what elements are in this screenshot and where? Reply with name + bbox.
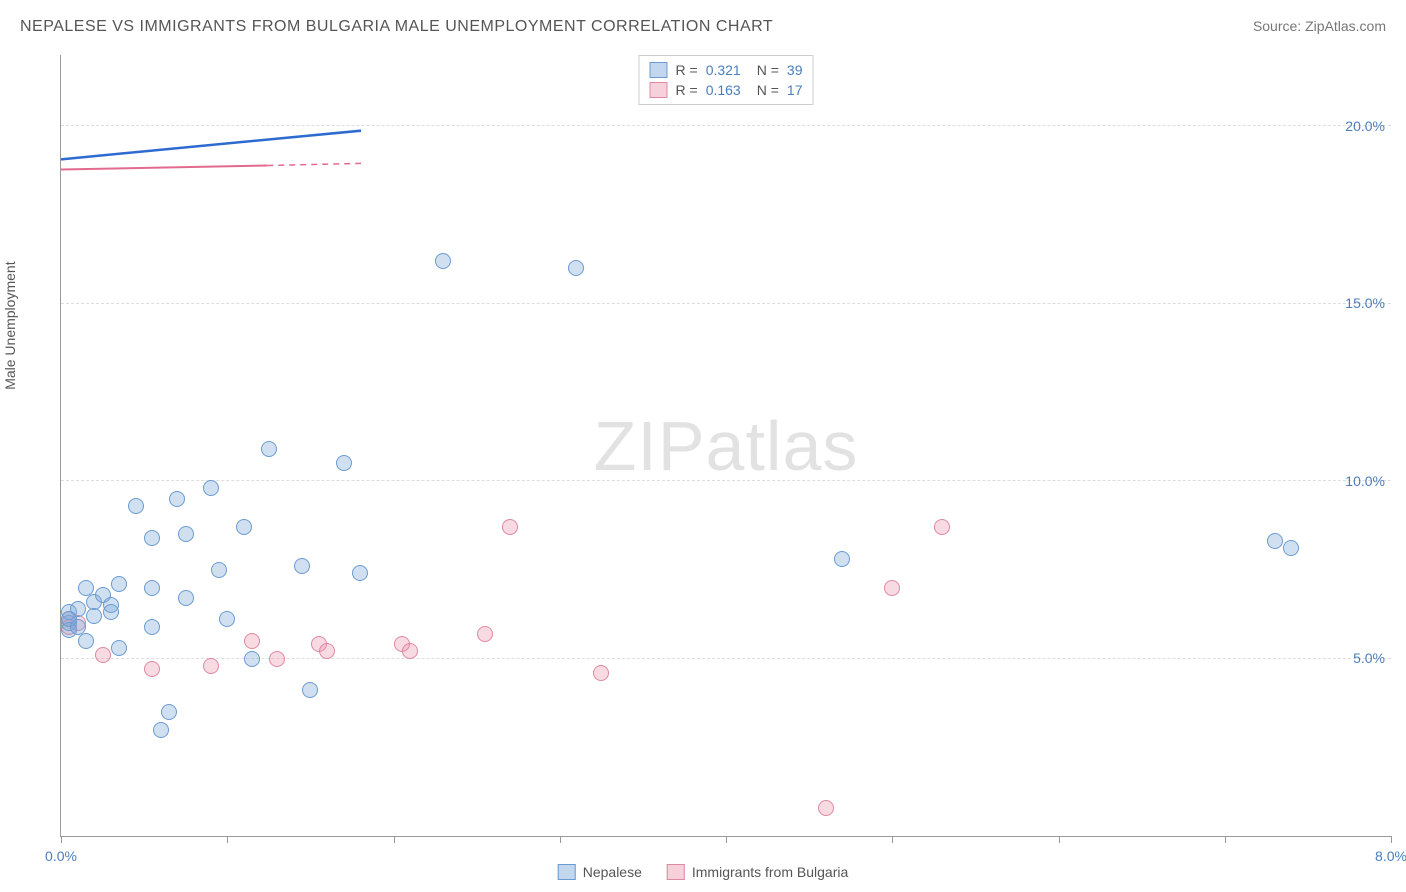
data-point (178, 590, 194, 606)
chart-area: ZIPatlas R = 0.321 N = 39 R = 0.163 N = … (50, 55, 1391, 837)
data-point (153, 722, 169, 738)
x-tick (1225, 836, 1226, 843)
data-point (128, 498, 144, 514)
legend-swatch-pink (667, 864, 685, 880)
data-point (203, 658, 219, 674)
x-tick (61, 836, 62, 843)
data-point (161, 704, 177, 720)
data-point (319, 643, 335, 659)
legend-label: Immigrants from Bulgaria (692, 864, 848, 880)
legend-label: Nepalese (583, 864, 642, 880)
data-point (169, 491, 185, 507)
legend-swatch-blue (650, 62, 668, 78)
legend-bottom: Nepalese Immigrants from Bulgaria (558, 864, 849, 880)
r-label: R = (676, 62, 698, 78)
gridline (61, 480, 1391, 481)
watermark: ZIPatlas (594, 406, 859, 486)
trend-line (61, 165, 267, 169)
data-point (1283, 540, 1299, 556)
watermark-atlas: atlas (706, 407, 859, 485)
scatter-plot: ZIPatlas R = 0.321 N = 39 R = 0.163 N = … (60, 55, 1391, 837)
x-tick (394, 836, 395, 843)
data-point (236, 519, 252, 535)
data-point (70, 619, 86, 635)
data-point (78, 633, 94, 649)
data-point (294, 558, 310, 574)
data-point (884, 580, 900, 596)
data-point (95, 647, 111, 663)
data-point (144, 619, 160, 635)
legend-row: R = 0.163 N = 17 (650, 80, 803, 100)
data-point (593, 665, 609, 681)
y-axis-label: Male Unemployment (2, 261, 18, 389)
data-point (178, 526, 194, 542)
data-point (834, 551, 850, 567)
watermark-zip: ZIP (594, 407, 706, 485)
r-label: R = (676, 82, 698, 98)
data-point (477, 626, 493, 642)
x-tick-label: 8.0% (1375, 848, 1406, 864)
data-point (352, 565, 368, 581)
data-point (934, 519, 950, 535)
data-point (261, 441, 277, 457)
gridline (61, 303, 1391, 304)
trend-line (267, 163, 361, 165)
data-point (818, 800, 834, 816)
data-point (269, 651, 285, 667)
x-tick (1059, 836, 1060, 843)
y-tick-label: 20.0% (1345, 118, 1385, 134)
legend-item: Nepalese (558, 864, 642, 880)
trend-line (61, 131, 361, 160)
x-tick (892, 836, 893, 843)
data-point (86, 608, 102, 624)
source-label: Source: ZipAtlas.com (1253, 18, 1386, 34)
trend-lines-svg (61, 55, 361, 205)
legend-swatch-pink (650, 82, 668, 98)
r-value: 0.321 (706, 62, 741, 78)
data-point (244, 651, 260, 667)
data-point (111, 640, 127, 656)
y-tick-label: 10.0% (1345, 473, 1385, 489)
x-tick (1391, 836, 1392, 843)
x-tick (726, 836, 727, 843)
data-point (435, 253, 451, 269)
legend-swatch-blue (558, 864, 576, 880)
data-point (568, 260, 584, 276)
n-label: N = (757, 82, 779, 98)
data-point (244, 633, 260, 649)
data-point (144, 661, 160, 677)
header: NEPALESE VS IMMIGRANTS FROM BULGARIA MAL… (20, 18, 1386, 36)
data-point (211, 562, 227, 578)
r-value: 0.163 (706, 82, 741, 98)
y-tick-label: 15.0% (1345, 295, 1385, 311)
data-point (103, 604, 119, 620)
x-tick-label: 0.0% (45, 848, 77, 864)
data-point (336, 455, 352, 471)
data-point (144, 530, 160, 546)
gridline (61, 658, 1391, 659)
chart-title: NEPALESE VS IMMIGRANTS FROM BULGARIA MAL… (20, 18, 773, 36)
data-point (402, 643, 418, 659)
n-label: N = (757, 62, 779, 78)
gridline (61, 125, 1391, 126)
y-tick-label: 5.0% (1353, 650, 1385, 666)
n-value: 17 (787, 82, 803, 98)
legend-row: R = 0.321 N = 39 (650, 60, 803, 80)
legend-item: Immigrants from Bulgaria (667, 864, 848, 880)
data-point (219, 611, 235, 627)
data-point (111, 576, 127, 592)
x-tick (560, 836, 561, 843)
n-value: 39 (787, 62, 803, 78)
data-point (144, 580, 160, 596)
data-point (502, 519, 518, 535)
data-point (302, 682, 318, 698)
legend-correlation: R = 0.321 N = 39 R = 0.163 N = 17 (639, 55, 814, 105)
data-point (203, 480, 219, 496)
data-point (1267, 533, 1283, 549)
x-tick (227, 836, 228, 843)
